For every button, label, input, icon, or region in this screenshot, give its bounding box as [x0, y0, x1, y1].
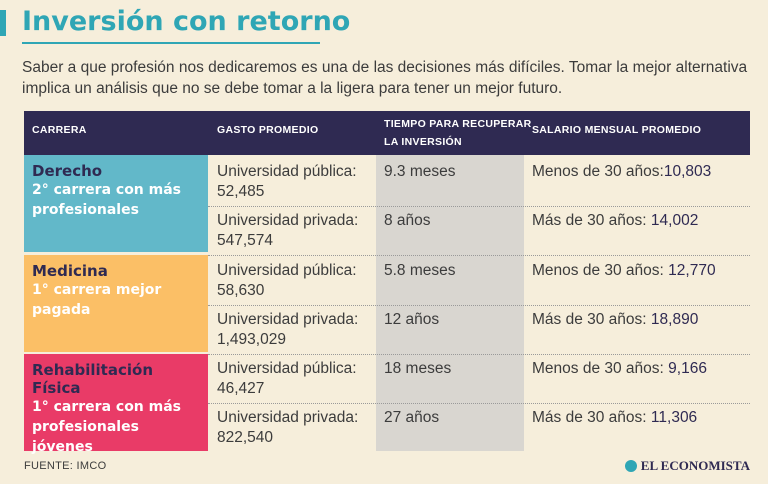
salario-cell: Menos de 30 años: 12,770 — [532, 261, 716, 281]
salario-value: 12,770 — [668, 262, 716, 279]
salario-cell: Menos de 30 años: 9,166 — [532, 359, 707, 379]
gasto-value: 1,493,029 — [217, 331, 286, 348]
page-title: Inversión con retorno — [22, 6, 351, 37]
title-accent-bar — [0, 10, 6, 36]
logo-text: EL ECONOMISTA — [640, 458, 750, 473]
salario-label: Menos de 30 años: — [532, 262, 669, 279]
gasto-cell: Universidad pública: 58,630 — [217, 261, 357, 301]
career-subtitle: 1° carrera con más profesionales jóvenes — [32, 399, 182, 455]
publisher-logo: EL ECONOMISTA — [624, 458, 750, 474]
salario-cell: Menos de 30 años:10,803 — [532, 162, 711, 182]
salario-cell: Más de 30 años: 11,306 — [532, 408, 697, 428]
header-tiempo-line-1: TIEMPO PARA RECUPERAR — [384, 118, 532, 130]
intro-text: Saber a que profesión nos dedicaremos es… — [22, 59, 748, 97]
table-header: CARRERA GASTO PROMEDIO TIEMPO PARA RECUP… — [24, 111, 750, 155]
row-separator — [208, 305, 750, 306]
header-tiempo-line-2: LA INVERSIÓN — [384, 136, 462, 148]
salario-cell: Más de 30 años: 14,002 — [532, 211, 698, 231]
tiempo-cell: 9.3 meses — [384, 163, 456, 180]
gasto-cell: Universidad privada: 1,493,029 — [217, 310, 358, 350]
tiempo-column-background — [376, 155, 524, 451]
tiempo-cell: 5.8 meses — [384, 262, 456, 279]
career-medicina: Medicina 1° carrera mejor pagada — [24, 255, 208, 352]
gasto-value: 58,630 — [217, 282, 265, 299]
salario-value: 11,306 — [650, 409, 698, 426]
header-carrera: CARRERA — [32, 124, 87, 136]
salario-label: Más de 30 años: — [532, 409, 651, 426]
gasto-value: 547,574 — [217, 232, 274, 249]
gasto-value: 822,540 — [217, 429, 274, 446]
tiempo-cell: 8 años — [384, 212, 431, 229]
career-rehabilitacion: Rehabilitación Física 1° carrera con más… — [24, 354, 208, 455]
gasto-label: Universidad pública: — [217, 163, 357, 180]
career-name: Derecho — [32, 162, 103, 180]
economista-logo-icon — [624, 460, 637, 472]
tiempo-cell: 12 años — [384, 311, 440, 328]
gasto-cell: Universidad pública: 52,485 — [217, 162, 357, 202]
salario-label: Más de 30 años: — [532, 212, 651, 229]
gasto-value: 46,427 — [217, 380, 265, 397]
gasto-label: Universidad privada: — [217, 409, 359, 426]
career-name: Rehabilitación Física — [32, 361, 153, 397]
salario-value: 18,890 — [650, 311, 699, 328]
salario-value: 9,166 — [668, 360, 707, 377]
gasto-value: 52,485 — [217, 183, 265, 200]
row-separator — [208, 354, 750, 355]
title-underline — [22, 42, 320, 44]
gasto-label: Universidad privada: — [217, 311, 359, 328]
tiempo-cell: 18 meses — [384, 360, 452, 377]
gasto-cell: Universidad privada: 822,540 — [217, 408, 358, 448]
tiempo-cell: 27 años — [384, 409, 440, 426]
salario-label: Más de 30 años: — [532, 311, 651, 328]
gasto-label: Universidad privada: — [217, 212, 359, 229]
career-name: Medicina — [32, 262, 108, 280]
header-salario: SALARIO MENSUAL PROMEDIO — [532, 124, 702, 136]
gasto-cell: Universidad pública: 46,427 — [217, 359, 357, 399]
salario-label: Menos de 30 años: — [532, 163, 664, 180]
source-note: FUENTE: IMCO — [24, 460, 107, 472]
gasto-label: Universidad pública: — [217, 262, 357, 279]
row-separator — [208, 255, 750, 256]
career-subtitle: 1° carrera mejor pagada — [32, 282, 162, 318]
salario-label: Menos de 30 años: — [532, 360, 669, 377]
header-tiempo: TIEMPO PARA RECUPERAR LA INVERSIÓN — [384, 115, 531, 151]
career-derecho: Derecho 2° carrera con más profesionales — [24, 155, 208, 252]
salario-cell: Más de 30 años: 18,890 — [532, 310, 698, 330]
salario-value: 14,002 — [650, 212, 699, 229]
career-subtitle: 2° carrera con más profesionales — [32, 182, 182, 218]
row-separator — [208, 206, 750, 207]
salario-value: 10,803 — [663, 163, 712, 180]
header-gasto: GASTO PROMEDIO — [217, 124, 319, 136]
gasto-label: Universidad pública: — [217, 360, 357, 377]
gasto-cell: Universidad privada: 547,574 — [217, 211, 358, 251]
row-separator — [208, 403, 750, 404]
